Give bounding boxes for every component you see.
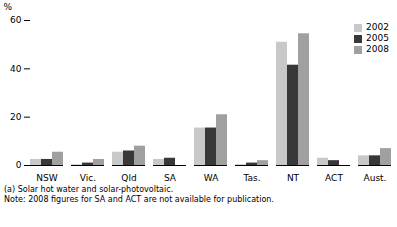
html-text:2002: 2002 (366, 22, 389, 32)
html-text:(a) Solar hot water and solar-: (a) Solar hot water and solar-photovolta… (4, 185, 174, 194)
svg-text:0: 0 (16, 160, 22, 170)
svg-text:40: 40 (10, 64, 22, 74)
svg-text:Aust.: Aust. (364, 173, 387, 183)
svg-text:NSW: NSW (36, 173, 57, 183)
html-text:2005: 2005 (366, 33, 389, 43)
svg-text:Tas.: Tas. (242, 173, 260, 183)
svg-text:WA: WA (204, 173, 219, 183)
svg-text:Qld: Qld (121, 173, 136, 183)
html-text:Note: 2008 figures for SA and: Note: 2008 figures for SA and ACT are no… (4, 195, 274, 204)
svg-text:%: % (4, 2, 13, 12)
svg-text:60: 60 (10, 15, 22, 25)
svg-text:20: 20 (10, 112, 22, 122)
svg-text:ACT: ACT (325, 173, 343, 183)
html-text:2008: 2008 (366, 44, 389, 54)
svg-text:SA: SA (164, 173, 177, 183)
svg-text:NT: NT (287, 173, 300, 183)
svg-text:Vic.: Vic. (80, 173, 96, 183)
